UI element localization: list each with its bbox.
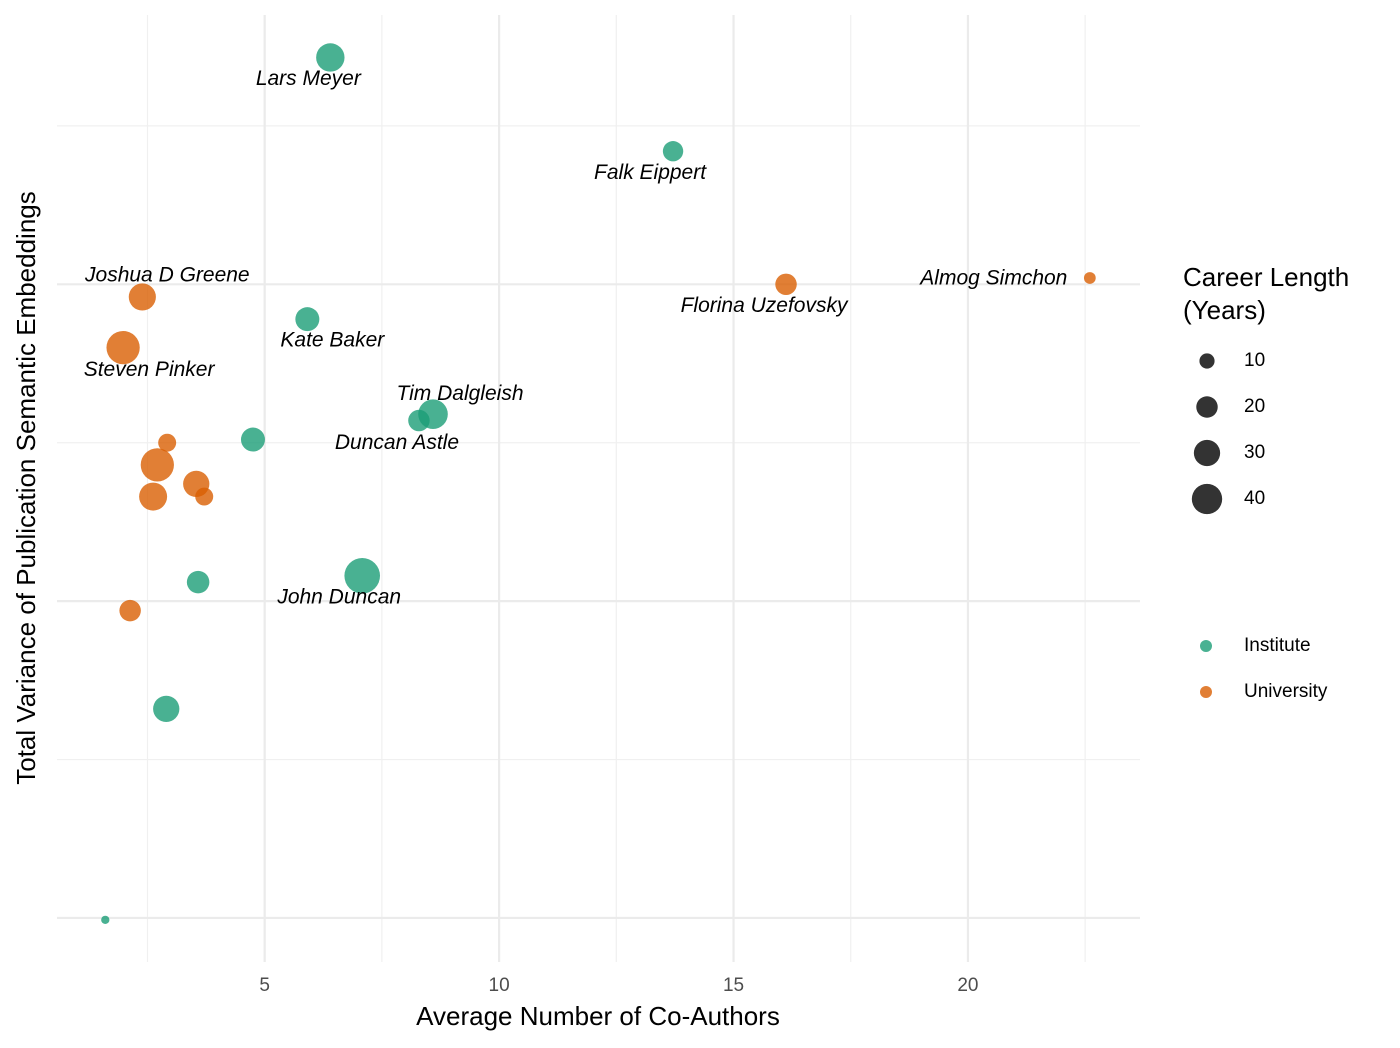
- point: [344, 557, 381, 594]
- point-label: Duncan Astle: [335, 431, 459, 454]
- x-tick-label: 10: [489, 975, 510, 996]
- point: [153, 695, 180, 722]
- point-label: Lars Meyer: [256, 67, 362, 90]
- point: [101, 915, 110, 925]
- point: [775, 273, 797, 296]
- point: [195, 487, 214, 506]
- size-legend-key: [1193, 439, 1221, 467]
- point: [295, 307, 320, 332]
- x-axis-title: Average Number of Co-Authors: [416, 1001, 780, 1031]
- legend-title: (Years): [1183, 295, 1266, 325]
- legend-label: University: [1244, 681, 1328, 702]
- point-label: Joshua D Greene: [84, 264, 250, 287]
- legend-label: Institute: [1244, 635, 1311, 656]
- point: [240, 427, 265, 452]
- legend-key: [1200, 640, 1212, 652]
- point: [158, 433, 177, 452]
- legend-title: Career Length: [1183, 262, 1349, 292]
- point-label: Kate Baker: [280, 329, 385, 352]
- point: [140, 448, 174, 482]
- point-label: John Duncan: [276, 585, 401, 608]
- y-axis-title: Total Variance of Publication Semantic E…: [11, 191, 41, 785]
- size-legend-label: 30: [1244, 442, 1265, 463]
- x-tick-label: 5: [259, 975, 270, 996]
- size-legend-key: [1199, 353, 1215, 369]
- point-label: Steven Pinker: [84, 358, 216, 381]
- point: [662, 141, 684, 162]
- point-label: Almog Simchon: [918, 267, 1067, 290]
- size-legend-key: [1196, 396, 1218, 418]
- point: [408, 409, 430, 432]
- point: [316, 43, 345, 72]
- point-label: Falk Eippert: [594, 161, 707, 184]
- size-legend-label: 10: [1244, 350, 1265, 371]
- point: [106, 331, 140, 365]
- size-legend-key: [1191, 483, 1223, 515]
- point: [186, 570, 210, 594]
- legend-key: [1200, 686, 1212, 698]
- point-label: Florina Uzefovsky: [681, 294, 849, 317]
- size-legend-label: 20: [1244, 396, 1265, 417]
- point-label: Tim Dalgleish: [396, 382, 523, 405]
- point: [128, 283, 156, 311]
- x-tick-label: 15: [723, 975, 744, 996]
- point: [1083, 272, 1096, 284]
- x-tick-label: 20: [957, 975, 978, 996]
- point: [119, 599, 141, 622]
- point: [139, 482, 168, 511]
- size-legend-label: 40: [1244, 488, 1265, 509]
